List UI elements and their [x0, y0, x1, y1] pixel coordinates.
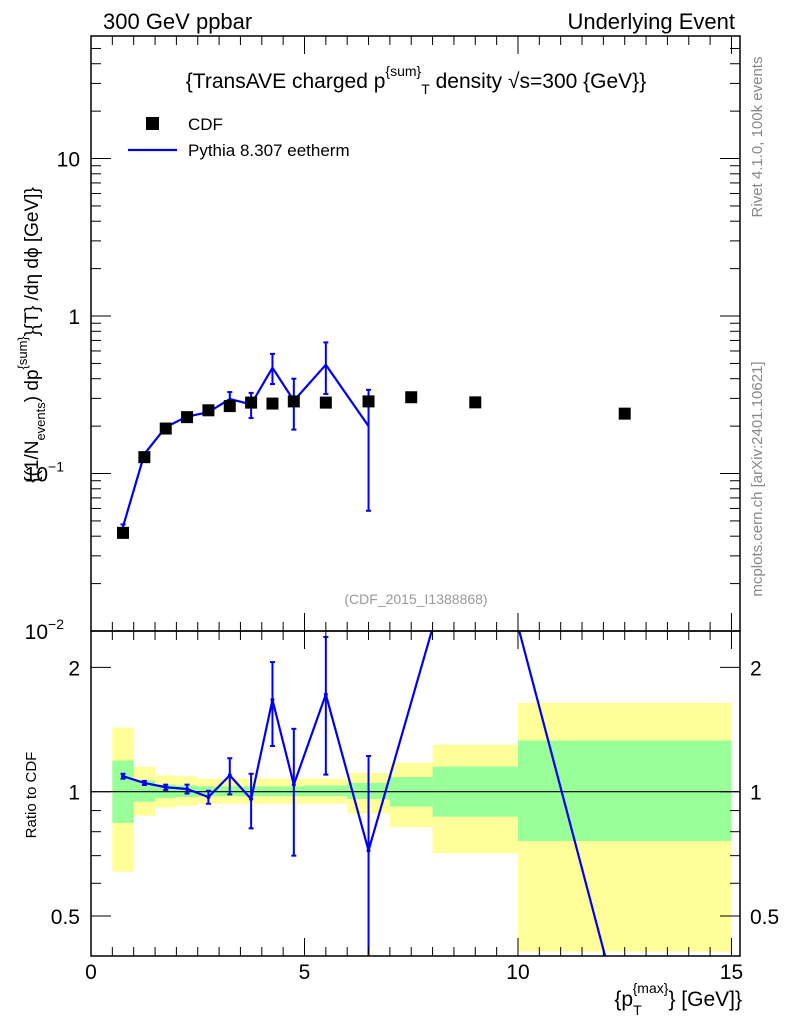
cdf-data-point	[287, 395, 300, 408]
x-tick-label: 0	[85, 961, 97, 984]
ratio-y-tick-label-left: 2	[68, 657, 80, 680]
x-tick-label: 5	[299, 961, 311, 984]
ratio-series-layer	[120, 630, 607, 957]
cdf-data-point	[245, 396, 258, 409]
header-left-label: 300 GeV ppbar	[103, 9, 252, 34]
main-panel: 10 1 10−1 10−2 {TransAVE charged p{sum}T de…	[15, 35, 741, 644]
main-y-tick-labels: 10 1 10−1 10−2	[25, 149, 80, 644]
ratio-error-bar	[323, 635, 329, 776]
ratio-uncertainty-bands	[112, 702, 732, 952]
ratio-line	[122, 630, 433, 855]
legend-cdf-label: CDF	[188, 115, 223, 134]
rivet-version-label: Rivet 4.1.0, 100k events	[749, 57, 766, 218]
analysis-watermark: (CDF_2015_I1388868)	[344, 591, 487, 607]
cdf-data-point	[319, 396, 332, 409]
x-axis-label: {pT{max}} [GeV]}	[614, 980, 742, 1018]
pythia-error-bar	[366, 388, 372, 512]
ratio-error-bar	[205, 789, 211, 805]
ratio-error-bar	[120, 772, 126, 780]
legend: CDF Pythia 8.307 eetherm	[128, 115, 350, 160]
mcplots-credit-label: mcplots.cern.ch [arXiv:2401.10621]	[749, 361, 766, 596]
stat-uncertainty-band	[517, 740, 732, 841]
ratio-plot-frame	[90, 630, 741, 957]
cdf-data-point	[159, 422, 172, 435]
ratio-y-axis-label: Ratio to CDF	[23, 752, 40, 839]
main-series-layer	[117, 341, 631, 539]
ratio-line-return	[518, 630, 607, 957]
cdf-data-point	[181, 411, 194, 424]
cdf-data-point	[266, 397, 279, 410]
x-tick-labels: 0 5 10 15	[85, 961, 743, 984]
ratio-error-bar	[184, 783, 190, 795]
cdf-data-point	[223, 400, 236, 413]
ratio-y-tick-labels: 2 2 1 1 0.5 0.5	[51, 657, 779, 929]
main-y-tick-label: 10−2	[25, 616, 65, 644]
ratio-error-bar	[291, 727, 297, 857]
ratio-y-tick-label-right: 2	[750, 657, 762, 680]
cdf-data-point	[117, 526, 130, 539]
main-y-tick-label: 10	[57, 149, 80, 172]
main-axis-ticks	[90, 35, 740, 632]
ratio-error-bar	[269, 661, 275, 748]
cdf-data-point	[138, 451, 151, 464]
ratio-axis-ticks	[90, 631, 740, 957]
pythia-error-bar	[269, 352, 275, 386]
main-y-tick-label: 1	[68, 306, 80, 329]
chart-title: {TransAVE charged p{sum}T density √s=300…	[186, 63, 646, 97]
ratio-y-tick-label-right: 1	[750, 782, 762, 805]
main-y-axis-label: {(1/Nevents) dp{sum}}{T} /dη dϕ [GeV]}	[15, 187, 48, 483]
x-tick-label: 10	[506, 961, 529, 984]
pythia-error-bar	[323, 341, 329, 395]
cdf-data-point	[202, 404, 215, 417]
cdf-data-point	[618, 407, 631, 420]
cdf-data-point	[469, 396, 482, 409]
header-right-label: Underlying Event	[567, 9, 735, 34]
main-y-tick-label: 10−1	[25, 459, 65, 487]
ratio-y-tick-label-left: 1	[68, 782, 80, 805]
x-tick-label: 15	[720, 961, 743, 984]
cdf-data-point	[362, 395, 375, 408]
ratio-y-tick-label-right: 0.5	[750, 906, 779, 929]
pythia-line	[121, 363, 370, 527]
ratio-error-bar	[366, 755, 372, 956]
ratio-error-bar	[163, 783, 169, 791]
ratio-error-bar	[141, 779, 147, 787]
ratio-error-bar	[248, 772, 254, 830]
stat-uncertainty-band	[304, 785, 348, 797]
legend-pythia-label: Pythia 8.307 eetherm	[188, 141, 350, 160]
ratio-panel: 2 2 1 1 0.5 0.5 0 5 10 15 Ratio to CDF {pT{max}}…	[23, 630, 779, 1018]
ratio-error-bar	[227, 757, 233, 796]
cdf-data-point	[405, 391, 418, 404]
legend-cdf-marker	[146, 117, 159, 130]
ratio-y-tick-label-left: 0.5	[51, 906, 80, 929]
